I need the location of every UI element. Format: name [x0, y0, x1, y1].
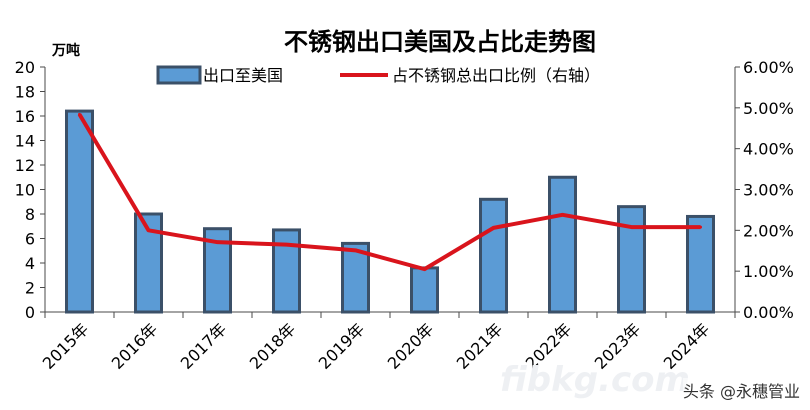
chart-title: 不锈钢出口美国及占比走势图 — [284, 28, 596, 56]
line-point — [147, 228, 150, 232]
line-point — [78, 112, 81, 116]
y-tick-label: 16 — [15, 107, 35, 126]
legend-bar-label: 出口至美国 — [203, 66, 283, 85]
y-tick-label: 8 — [25, 205, 35, 224]
line-point — [699, 225, 702, 229]
y-tick-label: 0 — [25, 303, 35, 322]
x-tick-label: 2017年 — [177, 319, 231, 373]
legend-bar-swatch — [156, 65, 202, 85]
line-point — [630, 225, 633, 229]
legend-line-label: 占不锈钢总出口比例（右轴） — [392, 66, 600, 85]
y-tick-label: 18 — [15, 83, 35, 102]
line-point — [423, 267, 426, 271]
x-tick-label: 2021年 — [453, 319, 507, 373]
line-point — [216, 240, 219, 244]
x-tick-label: 2019年 — [315, 319, 369, 373]
y2-tick-label: 5.00% — [743, 99, 794, 118]
bar — [410, 266, 439, 314]
bar — [617, 205, 646, 314]
line-point — [561, 213, 564, 217]
y2-tick-label: 4.00% — [743, 140, 794, 159]
background-watermark: fibkg.com — [500, 360, 690, 400]
x-tick-label: 2020年 — [384, 319, 438, 373]
y-tick-label: 12 — [15, 156, 35, 175]
y2-tick-label: 3.00% — [743, 181, 794, 200]
y-axis-label: 万吨 — [51, 42, 80, 59]
y2-tick-label: 1.00% — [743, 262, 794, 281]
bar — [65, 109, 94, 314]
line-point — [492, 226, 495, 230]
watermark: 头条 @永穗管业 — [682, 378, 800, 402]
bar — [272, 228, 301, 314]
bar — [341, 241, 370, 314]
y-tick-label: 4 — [25, 254, 35, 273]
y-tick-label: 14 — [15, 132, 35, 151]
y-tick-label: 20 — [15, 58, 35, 77]
bar — [686, 214, 715, 314]
y-tick-label: 6 — [25, 230, 35, 249]
ratio-line — [77, 113, 701, 272]
y-tick-label: 10 — [15, 181, 35, 200]
y2-tick-label: 6.00% — [743, 58, 794, 77]
bar — [548, 175, 577, 314]
y2-tick-label: 2.00% — [743, 221, 794, 240]
y2-tick-label: 0.00% — [743, 303, 794, 322]
bar — [479, 197, 508, 314]
legend: 出口至美国 占不锈钢总出口比例（右轴） — [156, 65, 600, 85]
y-tick-label: 2 — [25, 279, 35, 298]
x-tick-label: 2015年 — [39, 319, 93, 373]
line-point — [285, 243, 288, 247]
line-point — [354, 248, 357, 252]
x-tick-label: 2018年 — [246, 319, 300, 373]
x-tick-label: 2016年 — [108, 319, 162, 373]
